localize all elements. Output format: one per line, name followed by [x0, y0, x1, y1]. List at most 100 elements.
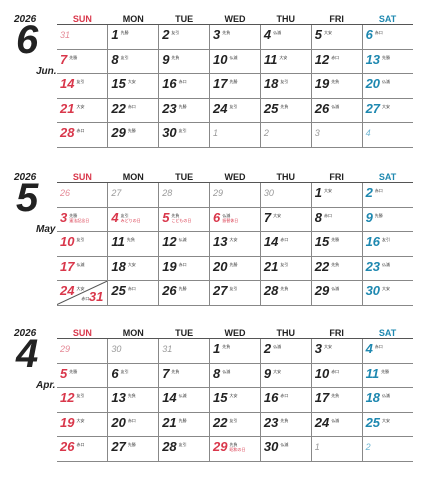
day-cell[interactable]: 10 仏滅	[209, 49, 261, 75]
day-cell[interactable]: 23 先負	[259, 412, 312, 438]
day-cell[interactable]: 11 先負	[107, 231, 159, 257]
day-cell[interactable]: 29 先勝	[107, 122, 159, 148]
day-cell[interactable]: 16 友引	[361, 231, 413, 257]
day-cell[interactable]: 26 仏滅	[310, 98, 363, 124]
day-cell[interactable]: 3 先勝 憲法記念日	[57, 207, 108, 233]
day-cell[interactable]: 19 大安	[57, 412, 108, 438]
day-cell[interactable]: 2	[259, 122, 312, 148]
day-cell[interactable]: 1 先勝	[107, 24, 159, 50]
day-cell[interactable]: 30	[107, 338, 159, 364]
day-cell[interactable]: 18 大安	[107, 256, 159, 282]
day-cell[interactable]: 11 先勝	[361, 363, 413, 389]
day-cell[interactable]: 1	[310, 436, 363, 462]
day-cell[interactable]: 3 大安	[310, 338, 363, 364]
day-cell[interactable]: 22 友引	[209, 412, 261, 438]
day-cell[interactable]: 13 大安	[209, 231, 261, 257]
day-cell[interactable]: 1 大安	[310, 182, 363, 208]
day-cell[interactable]: 5 先負 こどもの日	[158, 207, 210, 233]
day-cell[interactable]: 26 先勝	[158, 280, 210, 306]
day-cell[interactable]: 31	[57, 24, 108, 50]
day-cell[interactable]: 1 先負	[209, 338, 261, 364]
day-cell[interactable]: 30 友引	[158, 122, 210, 148]
day-cell[interactable]: 27 先勝	[107, 436, 159, 462]
day-cell[interactable]: 14 仏滅	[158, 387, 210, 413]
day-cell[interactable]: 20 先勝	[209, 256, 261, 282]
day-cell[interactable]: 2 仏滅	[259, 338, 312, 364]
day-cell[interactable]: 12 友引	[57, 387, 108, 413]
day-cell[interactable]: 3	[310, 122, 363, 148]
day-cell[interactable]: 5 大安	[310, 24, 363, 50]
day-cell[interactable]: 25 赤口	[107, 280, 159, 306]
day-cell[interactable]: 27 友引	[209, 280, 261, 306]
day-cell[interactable]: 24 仏滅	[310, 412, 363, 438]
day-cell[interactable]: 29	[209, 182, 261, 208]
day-cell[interactable]: 16 赤口	[259, 387, 312, 413]
day-cell[interactable]: 8 仏滅	[209, 363, 261, 389]
day-cell[interactable]: 14 赤口	[259, 231, 312, 257]
day-cell[interactable]: 4 友引 みどりの日	[107, 207, 159, 233]
day-cell[interactable]: 6 仏滅 振替休日	[209, 207, 261, 233]
day-cell[interactable]: 21 友引	[259, 256, 312, 282]
day-cell[interactable]: 19 赤口	[158, 256, 210, 282]
day-cell[interactable]: 7 先負	[158, 363, 210, 389]
day-cell[interactable]: 29 先負 昭和の日	[209, 436, 261, 462]
day-cell[interactable]: 14 友引	[57, 73, 108, 99]
day-cell[interactable]: 11 大安	[259, 49, 312, 75]
day-cell[interactable]: 16 赤口	[158, 73, 210, 99]
day-cell[interactable]: 13 先負	[107, 387, 159, 413]
day-cell[interactable]: 15 先勝	[310, 231, 363, 257]
day-cell[interactable]: 22 先負	[310, 256, 363, 282]
day-cell[interactable]: 4 仏滅	[259, 24, 312, 50]
day-cell[interactable]: 18 仏滅	[361, 387, 413, 413]
day-cell[interactable]: 17 先負	[310, 387, 363, 413]
day-cell[interactable]: 23 仏滅	[361, 256, 413, 282]
day-cell[interactable]: 8 友引	[107, 49, 159, 75]
day-cell[interactable]: 25 先負	[259, 98, 312, 124]
day-cell[interactable]: 26 赤口	[57, 436, 108, 462]
day-cell[interactable]: 22 赤口	[107, 98, 159, 124]
day-cell[interactable]: 3 先負	[209, 24, 261, 50]
day-cell[interactable]: 2	[361, 436, 413, 462]
day-cell[interactable]: 6 友引	[107, 363, 159, 389]
day-cell[interactable]: 24 友引	[209, 98, 261, 124]
day-cell[interactable]: 28 友引	[158, 436, 210, 462]
day-cell[interactable]: 30	[259, 182, 312, 208]
day-cell[interactable]: 29 仏滅	[310, 280, 363, 306]
day-cell[interactable]: 28 赤口	[57, 122, 108, 148]
day-cell[interactable]: 5 先勝	[57, 363, 108, 389]
day-cell[interactable]: 12 赤口	[310, 49, 363, 75]
day-cell[interactable]: 10 友引	[57, 231, 108, 257]
day-cell[interactable]: 15 大安	[209, 387, 261, 413]
day-cell[interactable]: 13 先勝	[361, 49, 413, 75]
day-cell[interactable]: 15 大安	[107, 73, 159, 99]
day-cell[interactable]: 19 先負	[310, 73, 363, 99]
day-cell[interactable]: 8 赤口	[310, 207, 363, 233]
day-cell[interactable]: 9 先負	[158, 49, 210, 75]
day-cell[interactable]: 7 先勝	[57, 49, 108, 75]
day-cell[interactable]: 10 赤口	[310, 363, 363, 389]
day-cell[interactable]: 29	[57, 338, 108, 364]
day-cell[interactable]: 23 先勝	[158, 98, 210, 124]
day-cell[interactable]: 27	[107, 182, 159, 208]
day-cell[interactable]: 7 大安	[259, 207, 312, 233]
day-cell[interactable]: 4	[361, 122, 413, 148]
day-cell[interactable]: 4 赤口	[361, 338, 413, 364]
day-cell[interactable]: 2 赤口	[361, 182, 413, 208]
day-cell[interactable]: 28 先負	[259, 280, 312, 306]
day-cell[interactable]: 6 赤口	[361, 24, 413, 50]
day-cell[interactable]: 21 先勝	[158, 412, 210, 438]
day-cell[interactable]: 25 大安	[361, 412, 413, 438]
day-cell[interactable]: 28	[158, 182, 210, 208]
day-cell[interactable]: 20 仏滅	[361, 73, 413, 99]
day-cell[interactable]: 30 仏滅	[259, 436, 312, 462]
day-cell[interactable]: 17 先勝	[209, 73, 261, 99]
day-cell[interactable]: 17 仏滅	[57, 256, 108, 282]
day-cell[interactable]: 21 大安	[57, 98, 108, 124]
day-cell[interactable]: 30 大安	[361, 280, 413, 306]
day-cell[interactable]: 24 大安 赤口 31	[57, 280, 108, 306]
day-cell[interactable]: 18 友引	[259, 73, 312, 99]
day-cell[interactable]: 9 先勝	[361, 207, 413, 233]
day-cell[interactable]: 20 赤口	[107, 412, 159, 438]
day-cell[interactable]: 26	[57, 182, 108, 208]
day-cell[interactable]: 9 大安	[259, 363, 312, 389]
